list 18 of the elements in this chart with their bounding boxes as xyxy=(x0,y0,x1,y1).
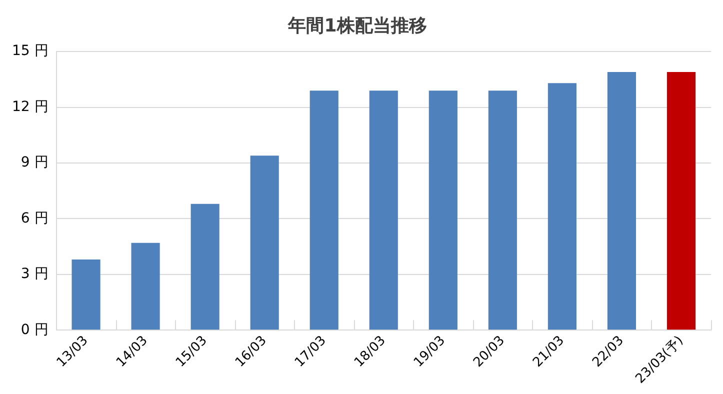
bar xyxy=(488,90,517,330)
y-tick-label: 15 円 xyxy=(12,43,48,60)
y-tick-label: 12 円 xyxy=(12,98,48,115)
bar xyxy=(548,83,576,330)
y-tick-label: 3 円 xyxy=(20,266,48,282)
bar xyxy=(666,72,696,330)
bar xyxy=(131,242,160,330)
bar xyxy=(310,90,338,330)
bar xyxy=(607,72,636,330)
chart-title: 年間1株配当推移 xyxy=(287,15,427,36)
bar xyxy=(428,90,458,330)
bar xyxy=(250,156,279,330)
bar xyxy=(190,204,220,330)
bar xyxy=(72,260,100,330)
y-tick-label: 0 円 xyxy=(20,322,48,338)
y-tick-label: 6 円 xyxy=(20,210,48,226)
bar xyxy=(369,90,398,330)
y-tick-label: 9 円 xyxy=(20,154,48,171)
